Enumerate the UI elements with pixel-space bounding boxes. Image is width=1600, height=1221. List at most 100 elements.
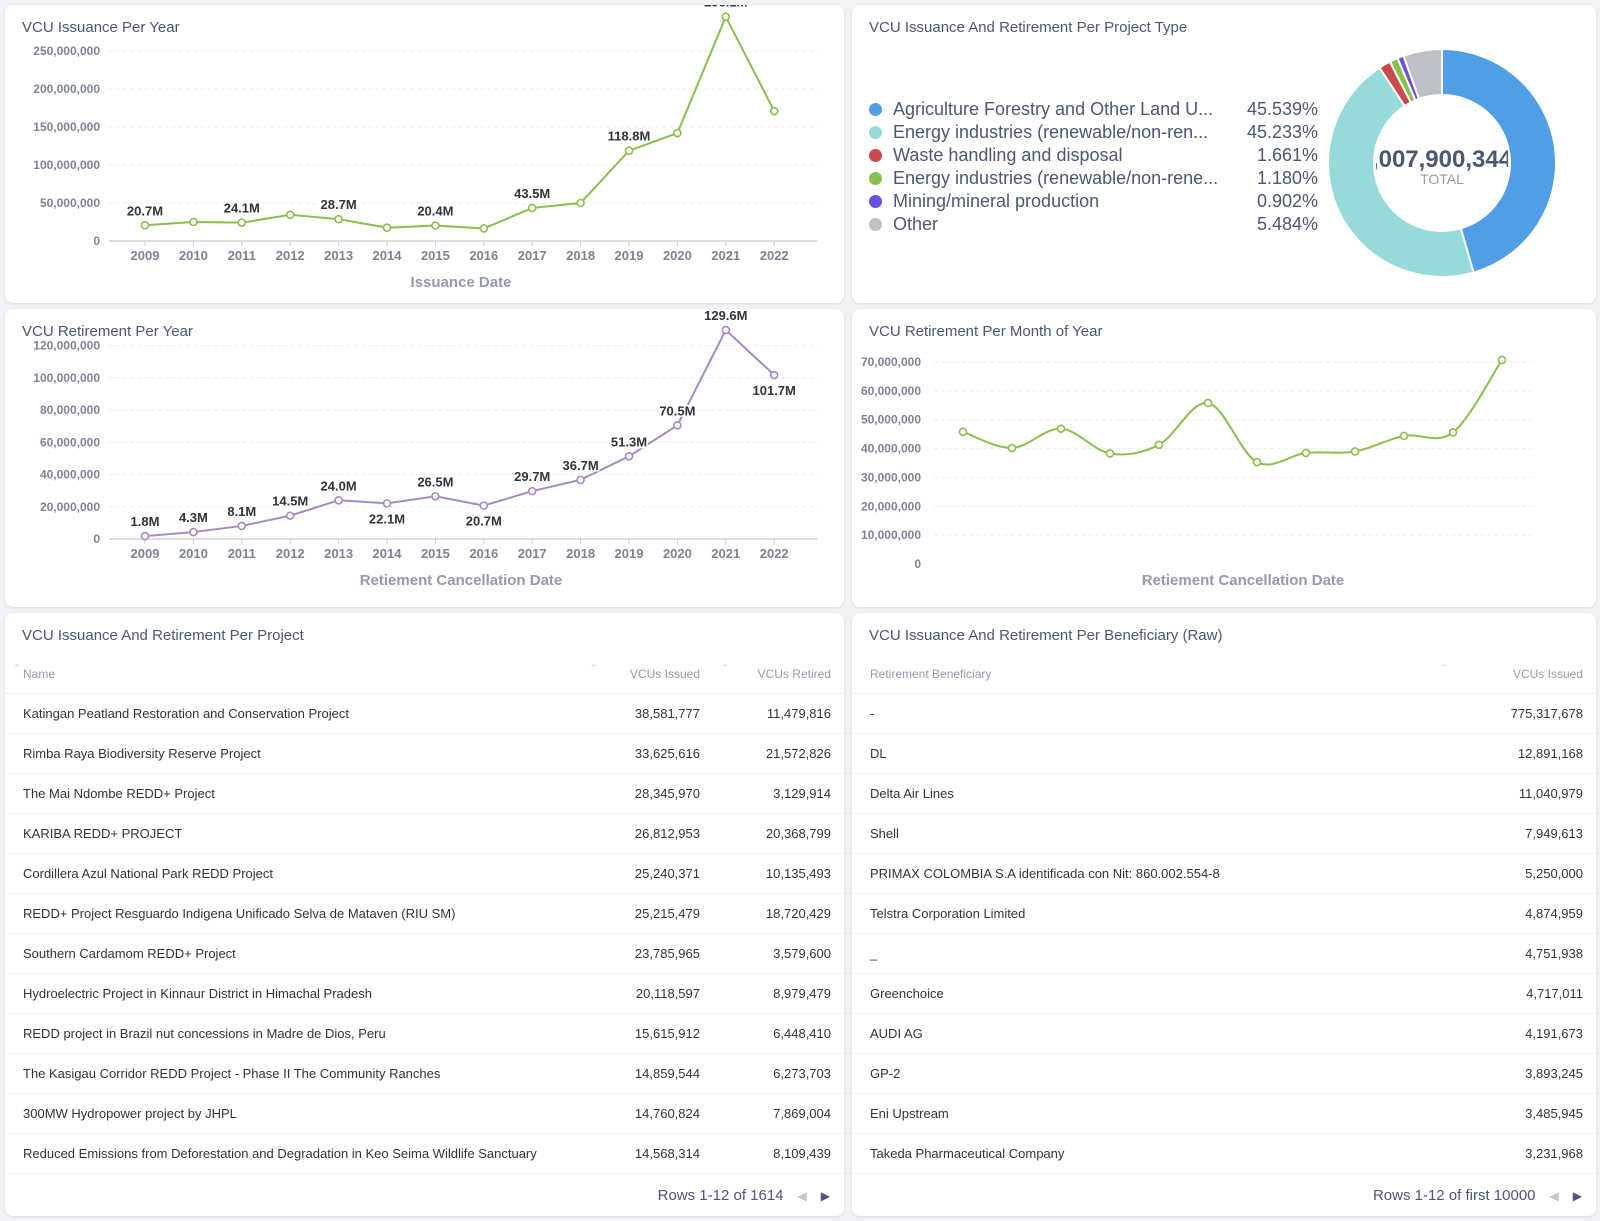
data-point[interactable] [673,421,682,430]
data-point[interactable] [1007,443,1017,453]
data-point[interactable] [1350,447,1360,456]
donut-slice[interactable] [1441,47,1557,274]
data-point[interactable] [334,496,343,505]
retirement-per-month-title[interactable]: VCU Retirement Per Month of Year [869,323,1103,340]
data-point[interactable] [1399,431,1409,441]
next-page-icon[interactable]: ▶ [1572,1188,1582,1203]
per-beneficiary-title[interactable]: VCU Issuance And Retirement Per Benefici… [869,627,1223,644]
donut-slice[interactable] [1327,66,1475,278]
data-point[interactable] [769,106,779,116]
table-row[interactable]: Southern Cardamom REDD+ Project 23,785,96… [5,933,844,974]
donut-total-label: TOTAL [1420,171,1464,187]
table-row[interactable]: Takeda Pharmaceutical Company 3,231,968 [852,1133,1596,1174]
data-point[interactable] [431,221,440,230]
data-point[interactable] [189,527,198,537]
table-row[interactable]: _ 4,751,938 [852,933,1596,974]
column-header-name[interactable]: ⌃ Name [5,655,586,694]
donut-slice[interactable] [1402,47,1443,101]
table-row[interactable]: -775,317,678 [852,693,1596,734]
data-point[interactable] [1301,448,1311,458]
y-tick-label: 0 [93,234,100,248]
data-point[interactable] [624,146,634,156]
per-project-title[interactable]: VCU Issuance And Retirement Per Project [22,627,304,644]
data-point[interactable] [479,224,489,233]
table-row[interactable]: GP-2 3,893,245 [852,1053,1596,1094]
table-row[interactable]: Telstra Corporation Limited 4,874,959 [852,893,1596,934]
table-row[interactable]: Reduced Emissions from Deforestation and… [5,1133,844,1174]
y-tick-label: 250,000,000 [33,44,100,58]
table-row[interactable]: Hydroelectric Project in Kinnaur Distric… [5,973,844,1014]
data-point[interactable] [1105,449,1115,458]
data-point[interactable] [334,214,343,224]
legend-item[interactable]: Energy industries (renewable/non-rene...… [869,167,1319,190]
data-point[interactable] [1252,457,1262,467]
legend-item[interactable]: Agriculture Forestry and Other Land U...… [869,98,1319,121]
legend-item[interactable]: Mining/mineral production 0.902% [869,190,1319,213]
table-row[interactable]: The Mai Ndombe REDD+ Project 28,345,970 3,… [5,773,844,814]
column-header-retirement-beneficiary[interactable]: Retirement Beneficiary [852,655,1436,694]
x-tick-label: 2018 [566,546,595,561]
data-point[interactable] [1203,398,1213,408]
project-type-legend: Agriculture Forestry and Other Land U...… [869,98,1319,236]
issuance-per-year-title[interactable]: VCU Issuance Per Year [22,19,180,36]
table-row[interactable]: REDD+ Project Resguardo Indigena Unifica… [5,893,844,934]
data-point[interactable] [237,218,247,227]
table-row[interactable]: PRIMAX COLOMBIA S.A identificada con Nit… [852,853,1596,894]
data-point[interactable] [382,499,392,508]
table-row[interactable]: KARIBA REDD+ PROJECT 26,812,953 20,368,799 [5,813,844,854]
data-label: 14.5M [272,494,308,509]
data-point[interactable] [479,501,489,510]
data-point[interactable] [624,451,634,461]
table-row[interactable]: DL 12,891,168 [852,733,1596,774]
data-point[interactable] [140,531,150,541]
column-header-vcus-issued[interactable]: ⌃ VCUs Issued [586,655,713,694]
column-header-vcus-issued[interactable]: ⌃ VCUs Issued [1436,655,1596,694]
data-point[interactable] [527,203,537,213]
column-header-vcus-retired[interactable]: ⌃ VCUs Retired [713,655,844,694]
data-point[interactable] [285,511,295,520]
data-point[interactable] [237,521,247,531]
table-row[interactable]: Eni Upstream 3,485,945 [852,1093,1596,1134]
legend-item[interactable]: Other 5.484% [869,213,1319,236]
table-cell: 8,979,479 [713,973,844,1014]
table-row[interactable]: 300MW Hydropower project by JHPL 14,760,8… [5,1093,844,1134]
table-row[interactable]: AUDI AG 4,191,673 [852,1013,1596,1054]
data-point[interactable] [189,217,198,227]
data-point[interactable] [576,198,585,208]
legend-percentage: 45.233% [1246,122,1318,142]
data-point[interactable] [1154,440,1164,450]
table-row[interactable]: Shell 7,949,613 [852,813,1596,854]
data-point[interactable] [431,491,440,501]
table-row[interactable]: Cordillera Azul National Park REDD Proje… [5,853,844,894]
x-tick-label: 2011 [228,546,256,561]
data-label: 22.1M [369,511,405,526]
table-row[interactable]: Katingan Peatland Restoration and Conser… [5,693,844,734]
donut-total-value: ,007,900,344 [1372,146,1513,173]
next-page-icon[interactable]: ▶ [820,1188,830,1203]
data-point[interactable] [958,427,968,437]
table-row[interactable]: REDD project in Brazil nut concessions i… [5,1013,844,1054]
table-row[interactable]: Delta Air Lines 11,040,979 [852,773,1596,814]
data-point[interactable] [769,370,779,380]
data-point[interactable] [1448,428,1458,437]
data-point[interactable] [721,12,731,22]
table-row[interactable]: Greenchoice 4,717,011 [852,973,1596,1014]
retirement-per-year-title[interactable]: VCU Retirement Per Year [22,323,193,340]
data-point[interactable] [285,210,295,220]
data-point[interactable] [1056,424,1066,433]
data-point[interactable] [527,486,537,496]
previous-page-icon[interactable]: ◀ [797,1188,807,1203]
data-point[interactable] [382,223,392,232]
retirement-per-month-card: VCU Retirement Per Month of Year 0 10,000… [852,309,1596,607]
data-point[interactable] [673,128,682,138]
data-point[interactable] [576,475,585,485]
previous-page-icon[interactable]: ◀ [1549,1188,1559,1203]
data-point[interactable] [721,325,731,335]
data-point[interactable] [140,220,150,230]
table-row[interactable]: Rimba Raya Biodiversity Reserve Project 3… [5,733,844,774]
data-point[interactable] [1497,355,1507,365]
project-type-title[interactable]: VCU Issuance And Retirement Per Project … [869,19,1188,36]
legend-item[interactable]: Energy industries (renewable/non-ren... 4… [869,121,1319,144]
table-row[interactable]: The Kasigau Corridor REDD Project - Phas… [5,1053,844,1094]
legend-item[interactable]: Waste handling and disposal 1.661% [869,144,1319,167]
